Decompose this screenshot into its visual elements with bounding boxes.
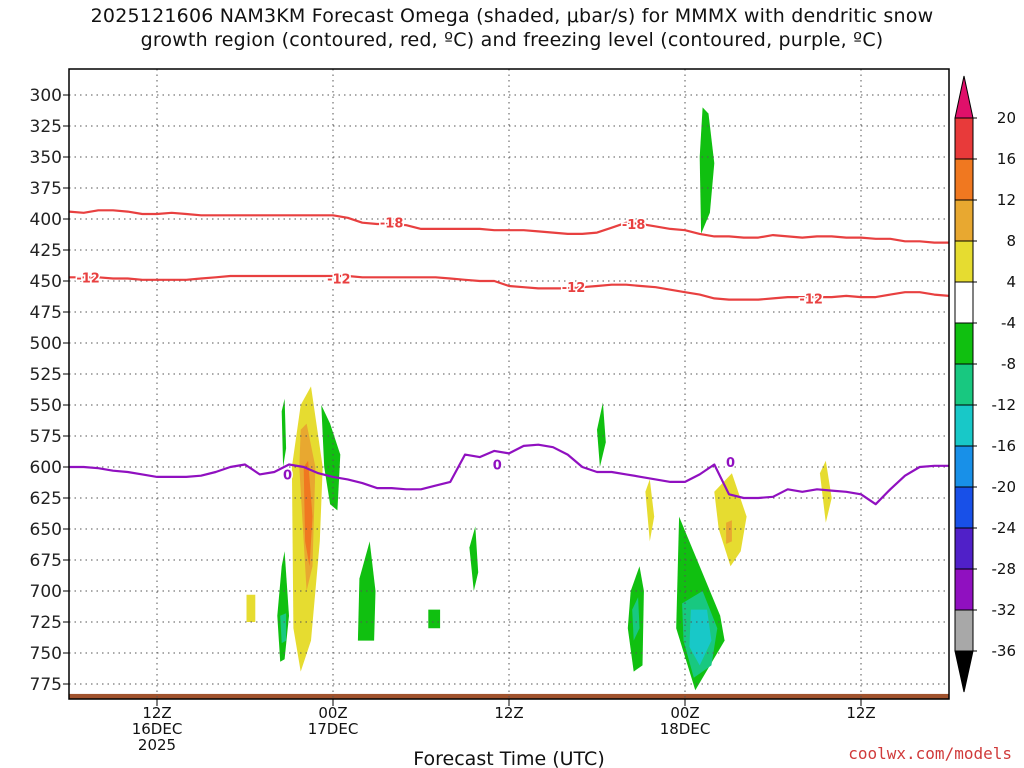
contour-label: -12 xyxy=(799,292,823,307)
omega-region-18 xyxy=(632,597,640,641)
omega-region-4 xyxy=(714,473,747,567)
y-tick-label: 550 xyxy=(30,396,62,416)
brand-link[interactable]: coolwx.com/models xyxy=(848,744,1012,763)
colorbar-label: -16 xyxy=(992,437,1017,455)
colorbar-label: 8 xyxy=(1006,232,1016,250)
chart-title-line-2: growth region (contoured, red, ºC) and f… xyxy=(140,29,884,51)
colorbar-cell xyxy=(954,609,974,652)
colorbar-cell xyxy=(954,404,974,447)
x-tick-label: 12Z xyxy=(846,704,875,722)
colorbar-label: -24 xyxy=(992,519,1017,537)
contour-label: 0 xyxy=(283,468,292,483)
colorbar-label: 20 xyxy=(997,109,1016,127)
colorbar-label: -36 xyxy=(992,642,1017,660)
colorbar-cell xyxy=(954,527,974,570)
y-tick-label: 725 xyxy=(30,613,62,633)
colorbar-cell xyxy=(954,322,974,365)
contour-2 xyxy=(69,443,949,506)
y-tick-label: 450 xyxy=(30,272,62,292)
colorbar-cell xyxy=(954,486,974,529)
omega-region-2 xyxy=(303,460,313,567)
y-tick-label: 300 xyxy=(30,86,62,106)
y-tick-label: 575 xyxy=(30,427,62,447)
colorbar-cell xyxy=(954,117,974,160)
omega-region-9 xyxy=(277,551,289,662)
x-tick-label: 17DEC xyxy=(308,720,359,738)
omega-region-12 xyxy=(428,609,441,629)
omega-region-16 xyxy=(699,107,715,234)
y-tick-label: 525 xyxy=(30,365,62,385)
colorbar-label: -28 xyxy=(992,560,1017,578)
contour-label: 0 xyxy=(726,456,735,471)
omega-region-10 xyxy=(321,405,341,511)
omega-region-8 xyxy=(281,398,287,467)
y-tick-label: 350 xyxy=(30,148,62,168)
colorbar-label: -32 xyxy=(992,601,1017,619)
y-tick-label: 400 xyxy=(30,210,62,230)
y-tick-label: 675 xyxy=(30,551,62,571)
x-axis-title: Forecast Time (UTC) xyxy=(413,748,604,768)
plot-frame xyxy=(68,68,950,700)
y-tick-label: 625 xyxy=(30,489,62,509)
y-tick-label: 325 xyxy=(30,117,62,137)
colorbar-cell xyxy=(954,281,974,324)
colorbar-label: 4 xyxy=(1006,273,1016,291)
omega-region-3 xyxy=(246,594,256,622)
x-tick-label: 12Z xyxy=(494,704,523,722)
omega-region-7 xyxy=(819,460,832,523)
colorbar-label: 16 xyxy=(997,150,1016,168)
y-tick-label: 500 xyxy=(30,334,62,354)
colorbar-cell xyxy=(954,363,974,406)
omega-region-13 xyxy=(469,526,479,591)
contour-lines: -18 -18 -12 -12 -12 -12 0 0 0 xyxy=(68,209,950,506)
contour-label: -18 xyxy=(380,217,404,232)
colorbar-cell xyxy=(954,240,974,283)
colorbar-label: -20 xyxy=(992,478,1017,496)
x-tick-label: 12Z xyxy=(142,704,171,722)
y-axis: 300 325 350 375 400 425 450 475 500 525 550 575 600 6… xyxy=(30,86,69,695)
colorbar-label: -4 xyxy=(1001,314,1016,332)
omega-region-21 xyxy=(689,609,712,666)
colorbar-cell xyxy=(954,158,974,201)
colorbar: 20 16 12 8 4 -4 -8 -12 -16 -20 -24 -28 -32 -36 xyxy=(954,75,1017,693)
omega-region-14 xyxy=(597,402,606,467)
omega-region-6 xyxy=(645,479,655,542)
x-tick-label: 00Z xyxy=(670,704,699,722)
colorbar-label: -8 xyxy=(1001,355,1016,373)
y-tick-label: 775 xyxy=(30,675,62,695)
contour-label: -12 xyxy=(327,273,351,288)
chart-title: 2025121606 NAM3KM Forecast Omega (shaded… xyxy=(0,4,1024,52)
contour-0 xyxy=(68,209,949,244)
y-tick-label: 650 xyxy=(30,520,62,540)
contour-label: 0 xyxy=(493,459,502,474)
x-tick-label: 2025 xyxy=(138,736,176,754)
y-tick-label: 700 xyxy=(30,582,62,602)
contour-label: -18 xyxy=(622,218,646,233)
y-tick-label: 375 xyxy=(30,179,62,199)
omega-region-5 xyxy=(726,520,732,544)
colorbar-label: 12 xyxy=(997,191,1016,209)
contour-1 xyxy=(69,274,950,301)
colorbar-label: -12 xyxy=(992,396,1017,414)
y-tick-label: 750 xyxy=(30,644,62,664)
contour-label: -12 xyxy=(76,271,100,286)
x-tick-label: 16DEC xyxy=(132,720,183,738)
y-tick-label: 425 xyxy=(30,241,62,261)
y-tick-label: 475 xyxy=(30,303,62,323)
contour-label: -12 xyxy=(562,281,586,296)
colorbar-cell xyxy=(954,199,974,242)
x-tick-label: 00Z xyxy=(318,704,347,722)
omega-region-19 xyxy=(280,613,287,644)
x-tick-label: 18DEC xyxy=(660,720,711,738)
colorbar-cell xyxy=(954,568,974,611)
colorbar-top-arrow xyxy=(954,75,974,119)
colorbar-cell xyxy=(954,445,974,488)
chart-title-line-1: 2025121606 NAM3KM Forecast Omega (shaded… xyxy=(90,5,934,27)
omega-shading xyxy=(246,107,832,691)
chart-grid xyxy=(69,69,949,699)
y-tick-label: 600 xyxy=(30,458,62,478)
colorbar-bottom-arrow xyxy=(954,650,974,693)
